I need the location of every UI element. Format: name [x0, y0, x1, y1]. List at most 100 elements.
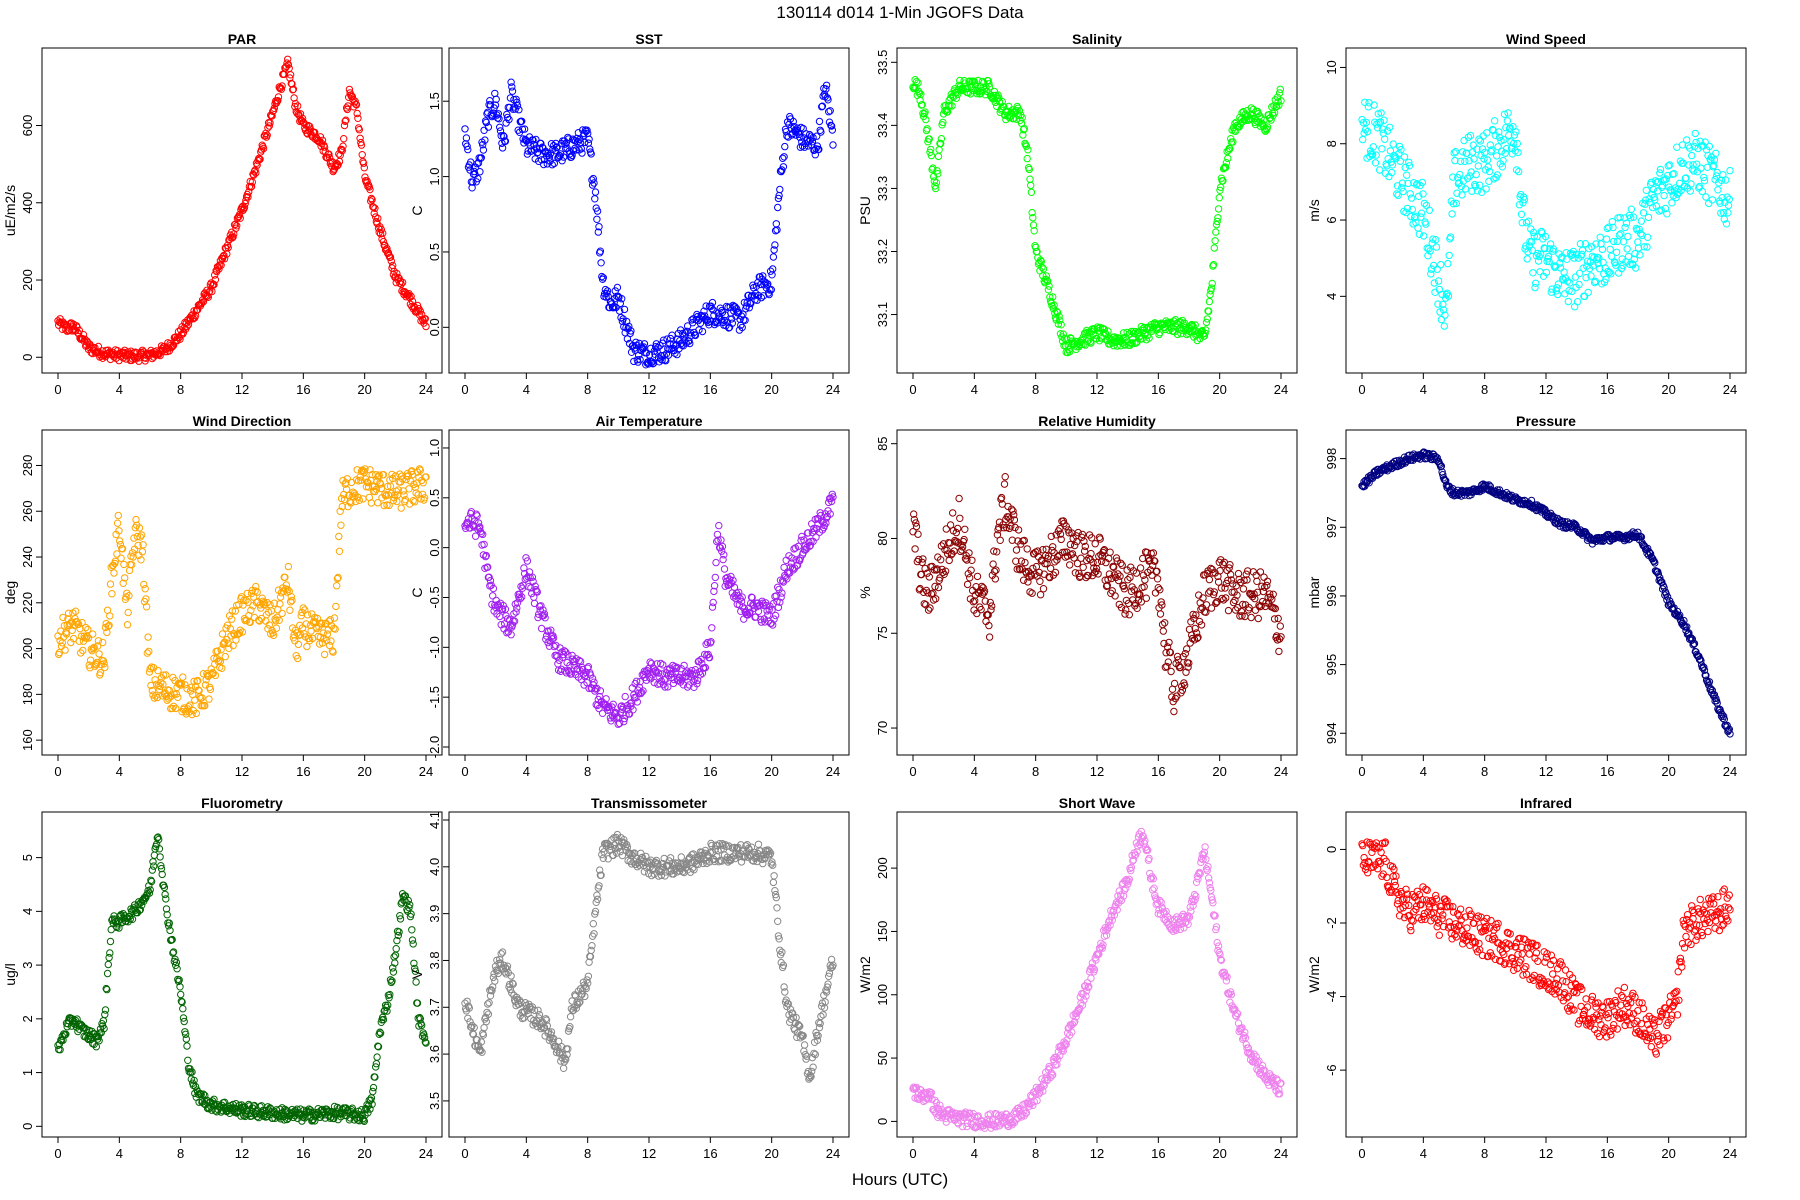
- point-salinity: [1205, 307, 1213, 315]
- point-par: [318, 136, 327, 145]
- point-wind-speed: [1726, 166, 1734, 175]
- point-sst: [766, 267, 775, 275]
- points-air-temperature: [461, 490, 837, 728]
- point-wind-speed: [1712, 149, 1720, 158]
- point-wind-speed: [1386, 147, 1395, 155]
- point-sst: [674, 335, 682, 343]
- point-salinity: [1131, 327, 1140, 336]
- point-par: [369, 203, 377, 211]
- points-relative-humidity: [909, 473, 1285, 716]
- point-wind-speed: [1441, 311, 1449, 319]
- x-tick-label-relative-humidity: 20: [1212, 764, 1226, 779]
- point-wind-speed: [1403, 204, 1412, 213]
- point-wind-speed: [1657, 206, 1665, 214]
- point-sst: [515, 106, 523, 114]
- point-sst: [636, 355, 644, 364]
- point-wind-direction: [278, 609, 286, 618]
- point-relative-humidity: [1000, 480, 1009, 488]
- x-tick-label-relative-humidity: 24: [1274, 764, 1288, 779]
- point-sst: [590, 179, 598, 187]
- point-wind-speed: [1683, 136, 1691, 144]
- point-relative-humidity: [1205, 575, 1214, 584]
- point-sst: [561, 140, 569, 148]
- point-wind-direction: [335, 532, 343, 541]
- x-tick-label-wind-speed: 12: [1539, 382, 1553, 397]
- point-par: [205, 288, 213, 296]
- point-wind-speed: [1380, 116, 1388, 124]
- point-sst: [737, 312, 746, 320]
- point-sst: [741, 316, 749, 324]
- point-sst: [822, 85, 830, 93]
- point-sst: [768, 271, 776, 279]
- point-sst: [597, 259, 605, 267]
- point-par: [247, 183, 255, 191]
- point-wind-speed: [1368, 150, 1377, 159]
- x-tick-label-wind-speed: 8: [1481, 382, 1488, 397]
- point-sst: [479, 141, 487, 149]
- point-par: [167, 344, 176, 352]
- point-salinity: [932, 184, 940, 193]
- point-sst: [752, 282, 761, 290]
- x-tick-label-par: 0: [54, 382, 61, 397]
- point-wind-speed: [1485, 167, 1494, 176]
- point-par: [416, 307, 424, 315]
- point-sst: [576, 139, 585, 147]
- x-tick-label-sst: 4: [523, 382, 530, 397]
- point-salinity: [1145, 334, 1153, 342]
- point-par: [343, 105, 351, 114]
- point-sst: [695, 326, 703, 334]
- point-sst: [757, 293, 766, 302]
- point-sst: [634, 358, 642, 366]
- panel-title-sst: SST: [635, 31, 663, 47]
- points-par: [54, 55, 430, 365]
- point-wind-direction: [138, 531, 146, 539]
- point-salinity: [1132, 339, 1141, 347]
- point-par: [353, 109, 361, 118]
- point-wind-speed: [1376, 166, 1384, 174]
- point-wind-speed: [1474, 162, 1483, 170]
- point-sst: [703, 317, 711, 325]
- point-wind-speed: [1702, 193, 1710, 201]
- point-salinity: [1229, 138, 1237, 146]
- point-wind-speed: [1415, 192, 1423, 201]
- point-sst: [815, 145, 823, 154]
- plot-frame-fluorometry: [41, 811, 443, 1138]
- point-sst: [591, 195, 599, 203]
- point-sst: [789, 117, 797, 126]
- point-wind-direction: [288, 596, 296, 605]
- point-sst: [476, 168, 484, 176]
- plot-frame-wind-speed: [1345, 47, 1747, 374]
- point-sst: [700, 307, 708, 315]
- point-wind-direction: [330, 614, 339, 622]
- point-sst: [827, 121, 835, 130]
- point-wind-speed: [1429, 261, 1438, 270]
- point-salinity: [925, 135, 933, 143]
- point-salinity: [1203, 315, 1212, 323]
- point-par: [383, 244, 391, 253]
- point-wind-speed: [1437, 315, 1446, 324]
- x-tick-label-salinity: 16: [1151, 382, 1165, 397]
- point-par: [259, 144, 268, 153]
- point-salinity: [1023, 154, 1031, 163]
- point-par: [256, 155, 264, 164]
- point-salinity: [1038, 263, 1046, 271]
- point-par: [264, 124, 272, 132]
- point-sst: [822, 81, 831, 90]
- point-sst: [496, 123, 504, 132]
- point-wind-speed: [1406, 190, 1414, 198]
- point-par: [379, 237, 388, 246]
- point-salinity: [933, 167, 941, 175]
- point-wind-speed: [1596, 233, 1604, 242]
- point-par: [220, 255, 229, 263]
- point-par: [197, 300, 205, 308]
- point-wind-speed: [1606, 245, 1614, 254]
- x-tick-label-fluorometry: 24: [419, 1146, 433, 1161]
- point-sst: [579, 126, 587, 134]
- point-relative-humidity: [1140, 583, 1148, 591]
- point-sst: [562, 139, 571, 147]
- point-wind-speed: [1660, 191, 1668, 200]
- point-relative-humidity: [966, 574, 974, 582]
- point-wind-speed: [1676, 179, 1684, 188]
- point-wind-speed: [1463, 174, 1472, 183]
- y-tick-label-fluorometry: 5: [20, 854, 35, 861]
